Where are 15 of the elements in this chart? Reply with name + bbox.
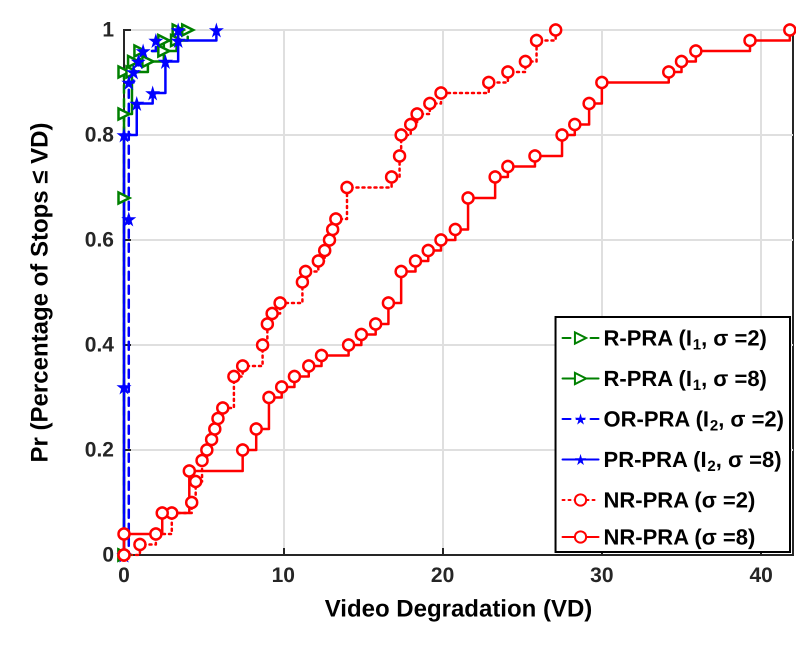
x-tick-label: 10 — [272, 564, 295, 587]
y-tick-label: 0.8 — [84, 124, 114, 146]
y-tick-label: 0.4 — [84, 334, 114, 356]
y-tick-label: 1 — [102, 18, 114, 42]
x-tick-label: 40 — [749, 564, 773, 587]
x-tick-label: 20 — [430, 564, 454, 587]
x-axis-title: Video Degradation (VD) — [324, 596, 592, 622]
y-axis-title: Pr (Percentage of Stops ≤ VD) — [26, 122, 54, 462]
legend-label: NR-PRA (σ =8) — [604, 524, 756, 550]
y-tick-label: 0.6 — [84, 228, 114, 252]
y-tick-label: 0.2 — [84, 438, 114, 462]
legend-label: NR-PRA (σ =2) — [604, 488, 756, 512]
x-tick-label: 30 — [590, 564, 614, 587]
y-tick-label: 0 — [102, 544, 114, 566]
x-tick-label: 0 — [118, 564, 130, 587]
